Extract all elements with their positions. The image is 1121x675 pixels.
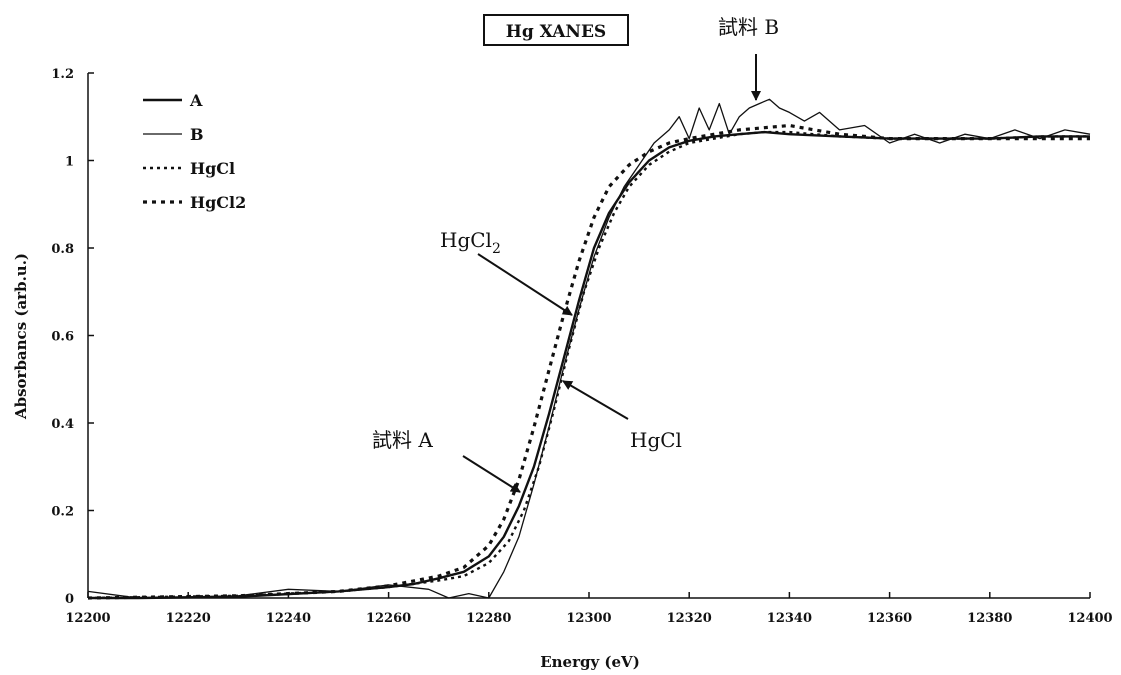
annotation-sample-b: 試料 B: [718, 15, 779, 101]
annotation-hgcl2-arrow: [477, 253, 573, 316]
x-tick-label: 12360: [867, 611, 912, 626]
x-tick-label: 12380: [967, 611, 1012, 626]
y-tick-label: 0.2: [51, 505, 74, 520]
chart-title-box: [483, 14, 629, 46]
y-tick-label: 0: [65, 592, 74, 607]
legend-label-hgcl: HgCl: [190, 159, 235, 178]
x-axis-title: Energy (eV): [540, 653, 640, 671]
annotation-hgcl: HgCl: [562, 380, 682, 452]
y-tick-label: 0.4: [51, 417, 74, 432]
annotations: 試料 B HgCl2 HgCl 試料 A: [372, 15, 779, 493]
x-tick-label: 12220: [166, 611, 211, 626]
annotation-sample-a-label: 試料 A: [372, 428, 433, 452]
series-line-b: [87, 98, 1091, 599]
y-tick-label: 0.8: [51, 242, 74, 257]
x-tick-label: 12400: [1067, 611, 1112, 626]
annotation-hgcl2-label: HgCl2: [440, 228, 501, 257]
axes: [87, 73, 1090, 599]
x-ticks: 12200 12220 12240 12260 12280 12300 12320 12340…: [65, 592, 1113, 626]
annotation-sample-b-label: 試料 B: [718, 15, 779, 39]
x-tick-label: 12300: [566, 611, 611, 626]
annotation-hgcl-label: HgCl: [630, 428, 682, 452]
x-tick-label: 12280: [466, 611, 511, 626]
legend-label-hgcl2: HgCl2: [190, 193, 246, 212]
series-layer: [87, 98, 1091, 600]
x-tick-label: 12320: [667, 611, 712, 626]
x-tick-label: 12340: [767, 611, 812, 626]
y-axis-title: Absorbancs (arb.u.): [12, 253, 30, 420]
annotation-hgcl2: HgCl2: [440, 228, 573, 316]
annotation-sample-a: 試料 A: [372, 428, 521, 493]
legend: AB HgCl HgCl2: [143, 91, 246, 212]
annotation-hgcl-arrow: [562, 380, 629, 420]
y-ticks: 0 0.2 0.4 0.6 0.8 1 1.2: [51, 67, 94, 607]
legend-label-b: B: [190, 125, 204, 144]
chart-title: Hg XANES: [483, 14, 629, 46]
x-tick-label: 12260: [366, 611, 411, 626]
y-tick-label: 1.2: [51, 67, 74, 82]
chart-title-text: Hg XANES: [506, 22, 606, 42]
series-line-hgcl2: [87, 123, 1090, 600]
x-tick-label: 12200: [65, 611, 110, 626]
annotation-sample-a-arrow: [462, 455, 521, 493]
y-tick-label: 0.6: [51, 330, 74, 345]
x-tick-label: 12240: [266, 611, 311, 626]
y-tick-label: 1: [65, 155, 74, 170]
legend-label-a: A: [189, 91, 203, 110]
